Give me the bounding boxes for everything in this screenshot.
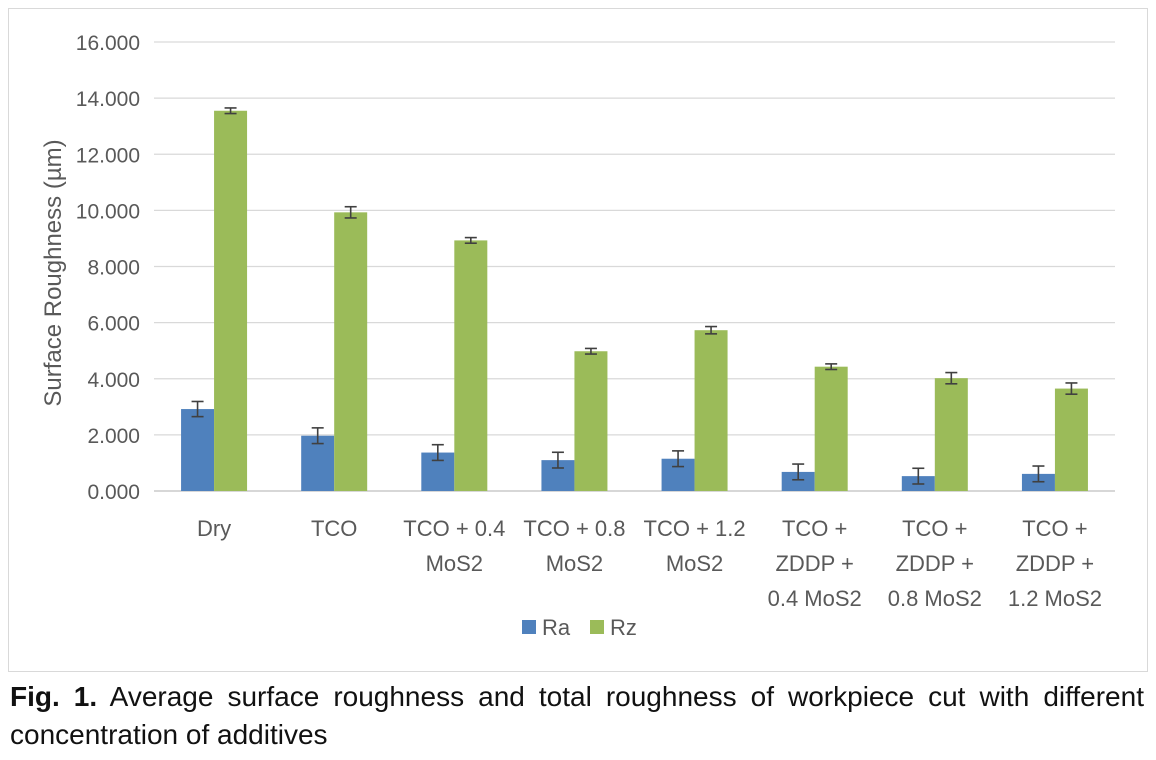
figure-label: Fig. 1. <box>10 681 98 712</box>
category-label-line: ZDDP + <box>775 551 853 576</box>
legend-swatch-ra <box>522 620 536 634</box>
category-label-line: Dry <box>197 516 231 541</box>
category-label-line: TCO + <box>902 516 967 541</box>
bar-ra <box>181 409 215 491</box>
gridlines <box>154 41 1115 492</box>
category-label: TCO + 0.4 MoS2 <box>403 516 505 576</box>
bar-rz <box>934 378 968 491</box>
legend: Ra Rz <box>522 615 637 640</box>
y-tick-label: 4.000 <box>87 369 140 392</box>
category-label-line: MoS2 <box>666 551 723 576</box>
y-tick-label: 16.000 <box>76 32 140 55</box>
category-label-line: 0.8 MoS2 <box>888 586 982 611</box>
bar-rz <box>694 330 728 491</box>
bar-rz <box>214 110 248 492</box>
bars <box>181 110 1088 492</box>
bar-chart: 0.000 2.000 4.000 6.000 8.000 10.000 12.000 14.… <box>40 32 1115 640</box>
category-label-line: TCO + <box>1022 516 1087 541</box>
category-label: TCO + 0.8 MoS2 <box>523 516 625 576</box>
bar-rz <box>334 212 368 492</box>
legend-label-ra: Ra <box>542 615 571 640</box>
category-label-line: TCO + 1.2 <box>644 516 746 541</box>
figure-caption-text: Average surface roughness and total roug… <box>10 681 1144 750</box>
bar-ra <box>301 435 335 491</box>
figure-caption: Fig. 1. Average surface roughness and to… <box>10 678 1144 754</box>
category-label-line: 1.2 MoS2 <box>1008 586 1102 611</box>
category-label: TCO <box>311 516 357 541</box>
y-tick-label: 12.000 <box>76 144 140 167</box>
category-label-line: ZDDP + <box>1016 551 1094 576</box>
bar-rz <box>574 351 608 491</box>
category-label: Dry <box>197 516 231 541</box>
category-label-line: MoS2 <box>546 551 603 576</box>
bar-rz <box>1054 388 1088 491</box>
category-label: TCO + ZDDP + 1.2 MoS2 <box>1008 516 1102 611</box>
legend-swatch-rz <box>590 620 604 634</box>
error-bars <box>191 107 1078 485</box>
y-tick-label: 14.000 <box>76 88 140 111</box>
bar-rz <box>814 366 848 491</box>
category-label: TCO + ZDDP + 0.4 MoS2 <box>768 516 862 611</box>
y-tick-label: 8.000 <box>87 257 140 280</box>
bar-ra <box>781 471 815 491</box>
category-label: TCO + 1.2 MoS2 <box>644 516 746 576</box>
y-tick-label: 6.000 <box>87 313 140 336</box>
y-axis-title: Surface Roughness (µm) <box>40 139 67 406</box>
y-tick-labels: 0.000 2.000 4.000 6.000 8.000 10.000 12.000 14.… <box>76 32 140 504</box>
y-tick-label: 2.000 <box>87 425 140 448</box>
category-label-line: TCO + 0.4 <box>403 516 505 541</box>
category-label-line: 0.4 MoS2 <box>768 586 862 611</box>
category-label-line: TCO + 0.8 <box>523 516 625 541</box>
y-tick-label: 10.000 <box>76 200 140 223</box>
category-label-line: MoS2 <box>426 551 483 576</box>
y-tick-label: 0.000 <box>87 481 140 504</box>
bar-rz <box>454 240 488 491</box>
category-label-line: TCO + <box>782 516 847 541</box>
category-label-line: TCO <box>311 516 357 541</box>
category-label: TCO + ZDDP + 0.8 MoS2 <box>888 516 982 611</box>
category-label-line: ZDDP + <box>896 551 974 576</box>
legend-label-rz: Rz <box>610 615 637 640</box>
chart-frame: 0.000 2.000 4.000 6.000 8.000 10.000 12.000 14.… <box>8 8 1148 672</box>
